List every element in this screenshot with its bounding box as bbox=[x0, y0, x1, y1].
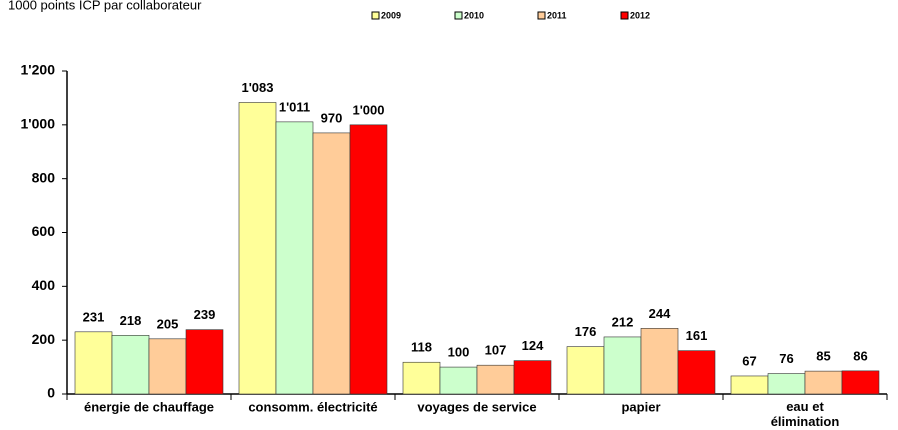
bar bbox=[111, 335, 150, 395]
value-label: 1'083 bbox=[241, 80, 273, 95]
value-label: 161 bbox=[686, 328, 708, 343]
y-tick-label: 400 bbox=[32, 277, 56, 293]
x-tick-label: voyages de service bbox=[417, 399, 536, 414]
bar bbox=[402, 361, 441, 395]
value-label: 205 bbox=[157, 316, 179, 331]
bar bbox=[275, 121, 314, 395]
x-tick-label: eau et élimination bbox=[771, 399, 840, 429]
legend-swatch bbox=[620, 11, 629, 20]
value-label: 1'000 bbox=[352, 102, 384, 117]
bar bbox=[603, 336, 642, 395]
bar bbox=[804, 370, 843, 395]
value-label: 67 bbox=[742, 353, 756, 368]
value-label: 76 bbox=[779, 351, 793, 366]
bar bbox=[349, 124, 388, 395]
legend-label: 2009 bbox=[381, 10, 401, 20]
bar bbox=[640, 328, 679, 395]
value-label: 1'011 bbox=[279, 99, 310, 114]
legend-label: 2010 bbox=[464, 10, 484, 20]
bar bbox=[513, 360, 552, 395]
y-tick-label: 800 bbox=[32, 169, 56, 185]
legend-swatch bbox=[371, 11, 380, 20]
value-label: 218 bbox=[120, 313, 142, 328]
bar bbox=[841, 370, 880, 395]
y-tick-label: 600 bbox=[32, 223, 56, 239]
x-tick-label: papier bbox=[621, 399, 660, 414]
legend-label: 2011 bbox=[547, 10, 567, 20]
bar bbox=[185, 329, 224, 395]
y-tick-label: 0 bbox=[47, 385, 55, 401]
y-tick-label: 1'000 bbox=[21, 116, 56, 132]
value-label: 244 bbox=[649, 306, 671, 321]
value-label: 176 bbox=[575, 324, 597, 339]
bar bbox=[730, 375, 769, 395]
bar bbox=[439, 366, 478, 395]
bar bbox=[238, 102, 277, 395]
value-label: 231 bbox=[83, 309, 105, 324]
bar bbox=[148, 338, 187, 395]
value-label: 85 bbox=[816, 349, 830, 364]
value-label: 86 bbox=[853, 348, 867, 363]
y-tick-label: 1'200 bbox=[21, 62, 56, 78]
bar bbox=[476, 364, 515, 395]
legend-swatch bbox=[454, 11, 463, 20]
value-label: 107 bbox=[485, 343, 507, 358]
x-tick-label: énergie de chauffage bbox=[84, 399, 214, 414]
value-label: 124 bbox=[522, 338, 544, 353]
value-label: 212 bbox=[612, 314, 634, 329]
bar bbox=[767, 373, 806, 395]
legend-swatch bbox=[537, 11, 546, 20]
value-label: 970 bbox=[321, 110, 343, 125]
y-tick-label: 200 bbox=[32, 331, 56, 347]
chart-title: 1000 points ICP par collaborateur bbox=[8, 0, 202, 12]
x-tick-label: consomm. électricité bbox=[248, 399, 377, 414]
value-label: 239 bbox=[194, 307, 216, 322]
bar bbox=[677, 350, 716, 395]
value-label: 100 bbox=[448, 345, 470, 360]
bar bbox=[566, 346, 605, 395]
legend-label: 2012 bbox=[630, 10, 650, 20]
bar bbox=[74, 331, 113, 395]
bar bbox=[312, 132, 351, 395]
value-label: 118 bbox=[411, 340, 432, 355]
